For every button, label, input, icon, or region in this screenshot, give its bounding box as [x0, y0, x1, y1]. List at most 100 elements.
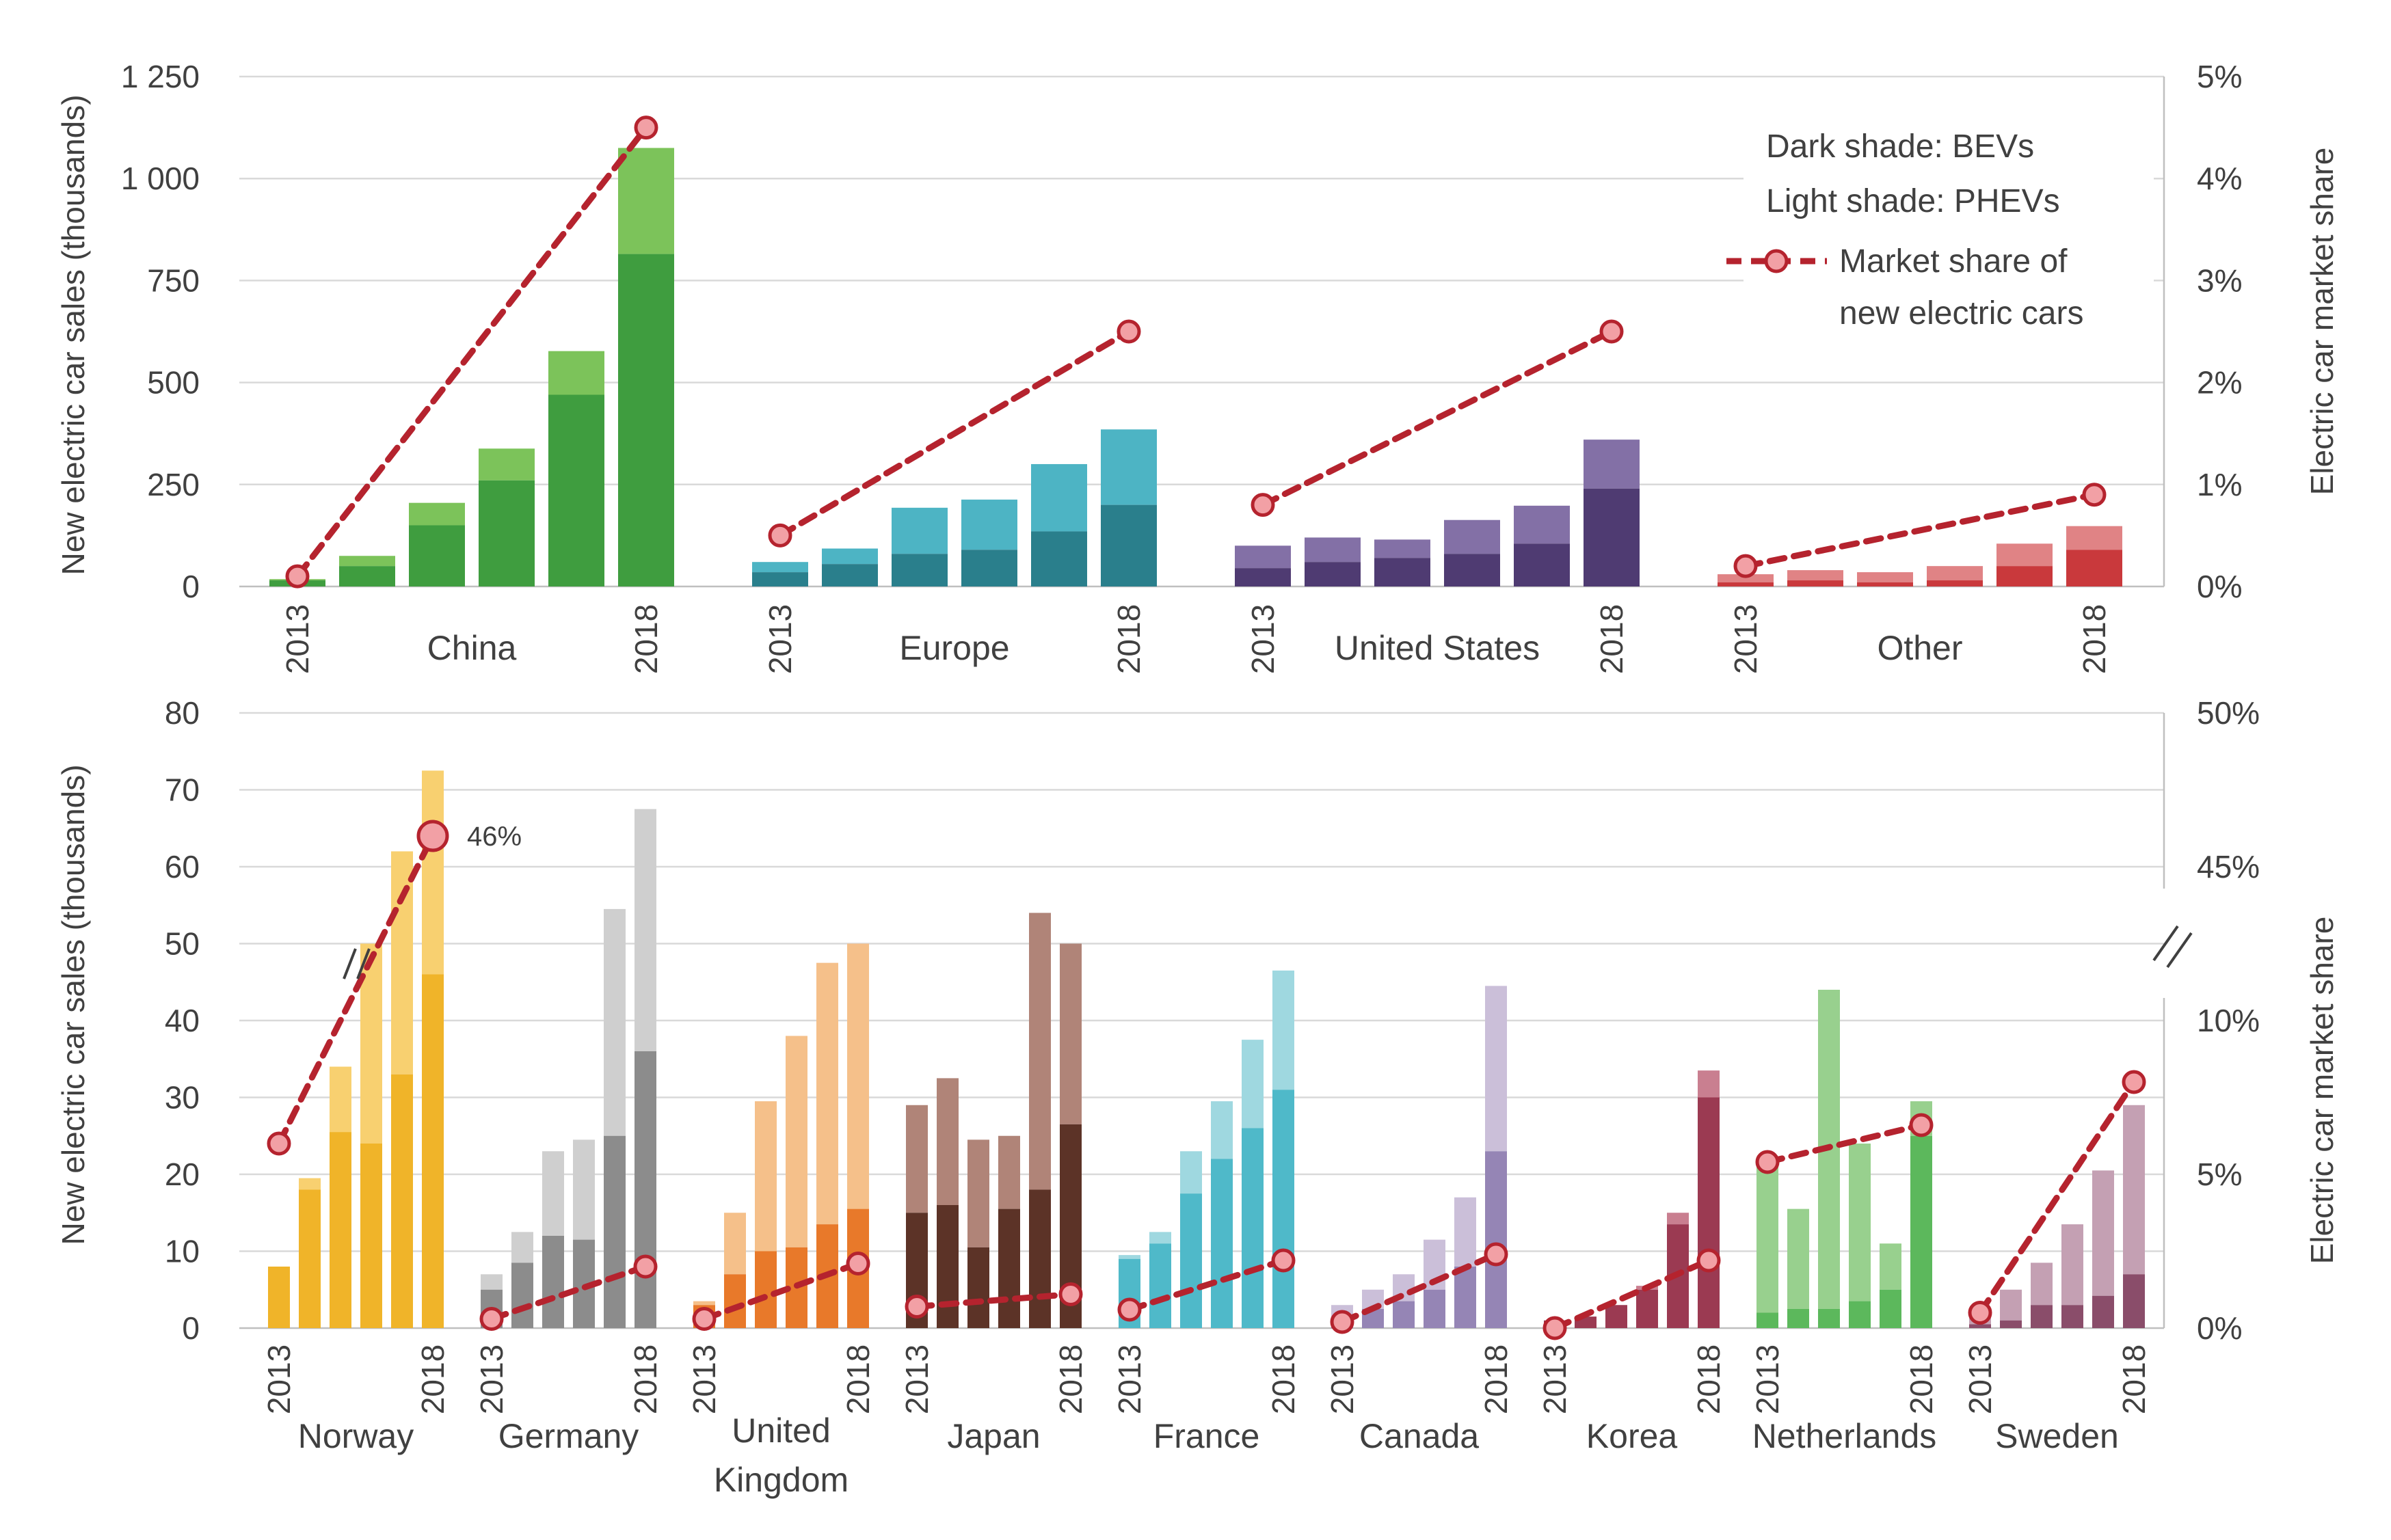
bar-phev	[1031, 463, 1087, 532]
bar-phev	[961, 499, 1017, 550]
y-left-axis-title: New electric car sales (thousands)	[55, 764, 91, 1245]
bar-phev	[1444, 519, 1500, 554]
x-tick-year-end: 2018	[1053, 1345, 1088, 1414]
y-left-tick-label: 0	[182, 1310, 200, 1346]
bar-phev	[937, 1078, 959, 1205]
bar-bev	[268, 1267, 290, 1328]
y-left-tick-label: 250	[147, 467, 200, 502]
y-left-tick-label: 20	[165, 1157, 200, 1192]
x-tick-year-end: 2018	[840, 1345, 876, 1414]
x-tick-year-start: 2013	[1537, 1345, 1573, 1414]
bar-bev	[1029, 1189, 1051, 1328]
market-share-marker	[1542, 1316, 1567, 1340]
x-tick-year-end: 2018	[1691, 1345, 1726, 1414]
bar-bev	[1584, 488, 1640, 586]
bar-phev	[604, 908, 626, 1136]
bar-bev	[1149, 1243, 1171, 1328]
bar-phev	[1454, 1197, 1476, 1267]
bar-phev	[1584, 440, 1640, 489]
market-share-line	[701, 1260, 861, 1322]
country-group-japan: 2013 2018 Japan	[899, 913, 1088, 1455]
bar-bev	[391, 1074, 413, 1328]
market-share-marker	[846, 1252, 870, 1275]
bar-bev	[299, 1189, 321, 1328]
market-share-line	[294, 124, 650, 580]
bar-bev	[1849, 1301, 1871, 1328]
category-label: Japan	[947, 1417, 1040, 1455]
region-group-china: 2013 2018 China	[269, 116, 674, 674]
bar-phev	[1101, 429, 1157, 505]
x-tick-year-start: 2013	[1962, 1345, 1998, 1414]
bar-bev	[1756, 1312, 1778, 1328]
market-share-marker	[1117, 319, 1141, 344]
bar-bev	[1605, 1305, 1627, 1328]
bar-phev	[1149, 1232, 1171, 1244]
bar-phev	[2092, 1170, 2114, 1296]
market-share-line	[1764, 1122, 1925, 1165]
y-left-tick-label: 40	[165, 1003, 200, 1038]
axis-break-mark	[2152, 925, 2179, 962]
bar-bev	[1857, 582, 1913, 586]
bar-bev	[961, 550, 1017, 586]
bar-phev	[2123, 1105, 2145, 1275]
bar-phev	[1305, 537, 1361, 563]
bar-bev	[1718, 582, 1774, 586]
bar-phev	[1272, 970, 1294, 1090]
bar-phev	[479, 448, 535, 481]
bar-bev	[998, 1208, 1020, 1328]
bar-phev	[847, 943, 869, 1209]
bar-phev	[724, 1213, 746, 1275]
legend-marker-sample	[1764, 249, 1789, 273]
bar-bev	[1272, 1090, 1294, 1328]
category-label: United States	[1335, 629, 1540, 667]
category-label: France	[1153, 1417, 1260, 1455]
market-share-marker	[905, 1295, 929, 1319]
category-label: China	[427, 629, 517, 667]
bar-bev	[1787, 580, 1843, 586]
x-tick-year-start: 2013	[1112, 1345, 1147, 1414]
y-left-tick-label: 70	[165, 772, 200, 808]
bar-bev	[1031, 531, 1087, 586]
bar-phev	[330, 1066, 351, 1133]
bar-phev	[1787, 570, 1843, 581]
x-tick-year-start: 2013	[762, 604, 798, 674]
x-tick-year-start: 2013	[474, 1345, 509, 1414]
bar-bev	[339, 566, 395, 586]
y-left-tick-label: 60	[165, 849, 200, 884]
x-tick-year-start: 2013	[899, 1345, 935, 1414]
y-left-axis-title: New electric car sales (thousands)	[55, 94, 91, 575]
market-share-marker	[1058, 1282, 1083, 1306]
market-share-marker	[2082, 483, 2107, 507]
bar-phev	[542, 1151, 564, 1236]
y-right-tick-label: 5%	[2197, 1157, 2242, 1192]
bar-phev	[1996, 543, 2053, 567]
bar-bev	[2031, 1305, 2053, 1328]
y-left-tick-label: 80	[165, 695, 200, 731]
y-left-tick-label: 30	[165, 1080, 200, 1116]
bar-phev	[786, 1036, 807, 1247]
bar-phev	[1698, 1070, 1720, 1098]
bar-phev	[409, 502, 465, 526]
market-share-line	[1551, 1257, 1712, 1332]
market-share-marker	[768, 523, 792, 548]
bar-phev	[511, 1232, 533, 1263]
bar-phev	[573, 1139, 595, 1240]
bar-bev	[755, 1251, 777, 1328]
bar-bev	[1374, 558, 1430, 586]
bar-bev	[1211, 1159, 1233, 1328]
category-label: Norway	[298, 1417, 414, 1455]
market-share-marker	[1599, 319, 1624, 344]
bar-bev	[542, 1236, 564, 1328]
bar-phev	[1756, 1159, 1778, 1313]
market-share-marker	[1251, 493, 1275, 517]
bar-phev	[1849, 1144, 1871, 1301]
bar-bev	[1485, 1151, 1507, 1328]
bar-phev	[693, 1301, 715, 1306]
bar-phev	[892, 507, 948, 554]
x-tick-year-end: 2018	[628, 1345, 663, 1414]
bar-bev	[360, 1144, 382, 1328]
bar-phev	[1667, 1213, 1689, 1225]
bar-bev	[1787, 1308, 1809, 1328]
